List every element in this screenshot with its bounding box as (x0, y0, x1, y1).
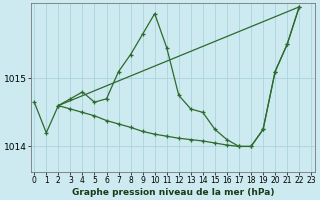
X-axis label: Graphe pression niveau de la mer (hPa): Graphe pression niveau de la mer (hPa) (71, 188, 274, 197)
